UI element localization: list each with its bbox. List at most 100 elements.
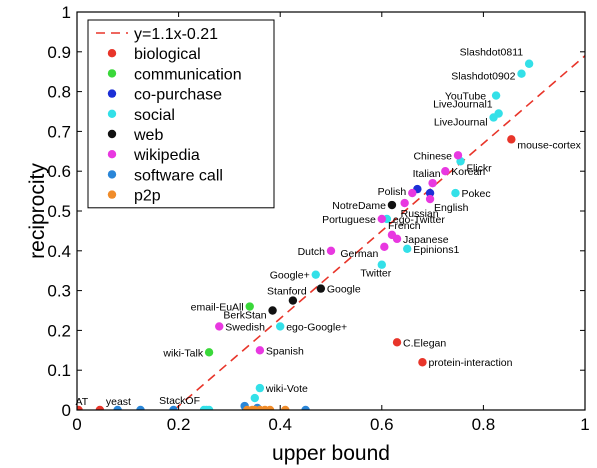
point-label: ego-Google+ (286, 321, 347, 333)
x-tick-label: 1 (580, 415, 589, 434)
data-point (265, 405, 275, 410)
legend: y=1.1x-0.21 biological communication co-pur… (87, 19, 275, 209)
x-tick-label: 0.8 (472, 415, 496, 434)
point-label: Flickr (467, 162, 493, 174)
point-label: French (388, 220, 421, 232)
data-point (281, 405, 290, 410)
point-label: Stanford (267, 286, 307, 298)
y-tick-label: 0 (62, 401, 71, 420)
data-point (403, 244, 412, 254)
point-label: wiki-Vote (265, 383, 308, 395)
legend-label: biological (134, 46, 201, 63)
data-point (380, 242, 389, 252)
x-tick-label: 0 (72, 415, 81, 434)
point-label: Japanese (403, 234, 449, 246)
legend-label: software call (134, 167, 223, 184)
legend-marker (107, 129, 117, 139)
point-label: LiveJournal (434, 116, 488, 128)
series-web (268, 200, 397, 315)
data-point (268, 306, 277, 315)
data-point (425, 194, 435, 204)
data-point (77, 405, 83, 410)
point-label: Korean (451, 166, 485, 178)
point-label: English (434, 202, 469, 214)
data-point (400, 198, 409, 208)
data-point (169, 405, 178, 410)
data-point (517, 69, 526, 78)
point-label: NotreDame (332, 200, 386, 212)
data-point (250, 393, 259, 403)
data-point (507, 135, 516, 144)
legend-label: y=1.1x-0.21 (134, 26, 218, 43)
y-tick-label: 0.2 (47, 321, 71, 340)
data-point (491, 91, 501, 100)
data-point (316, 284, 326, 293)
data-point (453, 151, 463, 160)
data-point (377, 214, 386, 224)
data-point (418, 358, 427, 367)
data-point (408, 188, 417, 198)
y-tick-label: 0.3 (47, 282, 71, 301)
legend-marker (107, 170, 117, 179)
y-axis-title: reciprocity (26, 163, 49, 259)
series-biological (77, 135, 516, 410)
legend-marker (107, 69, 117, 78)
series-wikipedia (215, 151, 463, 355)
data-point (451, 188, 460, 198)
point-label: Spanish (266, 345, 304, 357)
point-label: BerkStan (223, 310, 266, 322)
point-label: AT (76, 396, 89, 408)
data-point (524, 59, 534, 68)
x-tick-label: 0.6 (370, 415, 394, 434)
data-point (311, 270, 320, 279)
point-label: Slashdot0811 (460, 47, 524, 59)
point-label: Polish (378, 186, 407, 198)
point-label: Pokec (461, 188, 490, 200)
legend-label: social (134, 107, 175, 124)
data-point (288, 296, 298, 305)
x-axis: 0 0.2 0.4 0.6 0.8 1 (72, 12, 590, 434)
point-label: protein-interaction (428, 357, 512, 369)
y-tick-label: 0.1 (47, 361, 71, 380)
point-label: Slashdot0902 (451, 71, 515, 83)
legend-marker (107, 89, 117, 98)
legend-label: p2p (134, 188, 161, 205)
data-point (204, 348, 214, 357)
legend-label: web (133, 127, 163, 144)
x-axis-title: upper bound (272, 442, 390, 465)
point-label: LiveJournal1 (433, 98, 493, 110)
plot-area (77, 55, 585, 410)
legend-label: wikipedia (133, 147, 200, 164)
data-point (301, 405, 310, 410)
data-point (276, 322, 285, 331)
point-label: Google (327, 284, 361, 296)
legend-marker (107, 190, 117, 199)
legend-marker (107, 49, 117, 58)
y-tick-label: 0.6 (47, 162, 71, 181)
data-point (255, 346, 265, 355)
legend-label: communication (134, 66, 242, 83)
x-tick-label: 0.2 (167, 415, 191, 434)
x-tick-label: 0.4 (268, 415, 292, 434)
data-point (387, 200, 397, 210)
data-point (441, 167, 450, 176)
legend-marker (107, 109, 117, 119)
point-label: German (340, 248, 378, 260)
legend-box (87, 19, 275, 209)
y-axis: 0 0.1 0.2 0.3 0.4 0.5 0.6 0.7 0.8 0.9 1 (47, 3, 585, 420)
point-labels: AT yeast mouse-cortex C.Elegan protein-inter… (76, 47, 582, 408)
point-label: YouTube (445, 91, 486, 103)
legend-marker (107, 150, 117, 159)
data-point (425, 188, 435, 198)
y-tick-label: 0.4 (47, 242, 71, 261)
point-label: yeast (106, 396, 131, 408)
data-point (326, 246, 336, 255)
data-point (392, 338, 402, 347)
data-point (204, 405, 214, 410)
point-label: ego-Twitter (393, 214, 445, 226)
data-point (136, 405, 145, 410)
data-point (489, 113, 498, 122)
y-tick-label: 0.7 (47, 122, 71, 141)
point-label: Epinions1 (413, 244, 459, 256)
